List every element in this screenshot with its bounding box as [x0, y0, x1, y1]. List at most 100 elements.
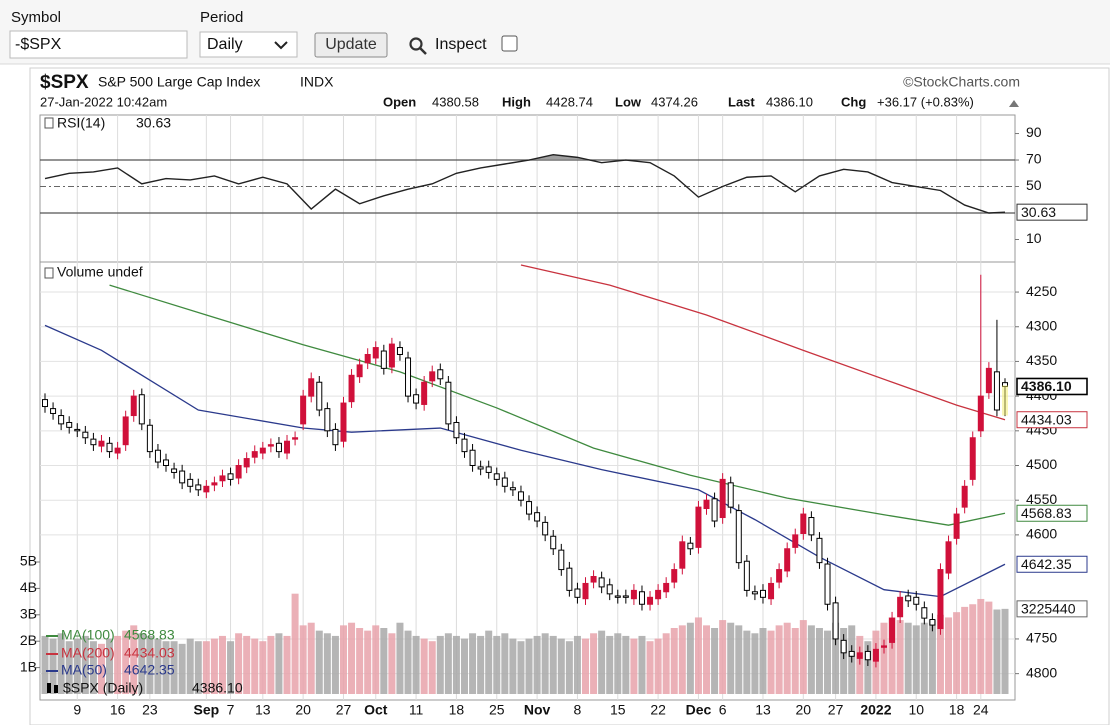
x-tick-label: 23	[142, 702, 158, 718]
candle-body	[130, 395, 137, 417]
period-label: Period	[200, 9, 243, 26]
candle-body	[219, 475, 226, 482]
inspect-label[interactable]: Inspect	[435, 36, 487, 53]
candle-body	[50, 408, 57, 414]
volume-bar	[614, 633, 622, 694]
x-tick-label: Dec	[686, 702, 712, 718]
y-tick-label: 4300	[1026, 317, 1057, 333]
volume-marker-box	[1016, 600, 1088, 618]
x-tick-label: 11	[409, 702, 424, 718]
volume-bar	[533, 635, 541, 694]
candle-body	[751, 591, 758, 595]
chart-symbol: $SPX	[40, 72, 89, 93]
volume-bar	[57, 633, 65, 694]
volume-bar	[291, 593, 299, 694]
volume-marker: 3225440	[1021, 601, 1076, 617]
volume-bar	[912, 625, 920, 694]
update-button-label[interactable]: Update	[325, 36, 377, 53]
candle-body	[542, 521, 549, 536]
volume-bar	[493, 635, 501, 694]
legend-name: MA(50)	[61, 662, 107, 678]
volume-bar	[662, 633, 670, 694]
period-select[interactable]	[199, 31, 298, 58]
volume-tick-label: 5B	[20, 553, 37, 569]
update-button[interactable]	[314, 32, 388, 58]
candle-body	[477, 466, 484, 470]
search-icon	[409, 37, 423, 51]
candle-body	[929, 619, 936, 626]
volume-bar	[178, 643, 186, 694]
candle-body	[711, 498, 718, 522]
x-tick-label: 22	[650, 702, 666, 718]
volume-icon	[44, 267, 54, 279]
candle-body	[66, 421, 73, 428]
candle-body	[356, 364, 363, 378]
volume-bar	[388, 633, 396, 694]
candle-body	[332, 428, 339, 446]
volume-bar	[146, 635, 154, 694]
volume-bar	[920, 622, 928, 694]
candle-body	[163, 459, 170, 467]
candle-body	[429, 371, 436, 382]
volume-bar	[977, 598, 985, 694]
volume-bar	[89, 641, 97, 694]
volume-bar	[97, 643, 105, 694]
volume-bar	[727, 622, 735, 694]
candle-body	[517, 491, 524, 501]
volume-bar	[501, 633, 509, 694]
y-tick-label: 4350	[1026, 352, 1057, 368]
candle-body	[961, 485, 968, 508]
candle-body	[90, 438, 97, 446]
volume-bar	[783, 622, 791, 694]
moving-average-line	[109, 284, 1006, 526]
change-arrow	[1009, 100, 1019, 107]
last-highlight	[1002, 385, 1008, 416]
candle-body	[840, 639, 847, 654]
quote-value: 4428.74	[546, 94, 593, 109]
volume-bar	[573, 635, 581, 694]
moving-average-line	[44, 324, 1006, 598]
period-value[interactable]: Daily	[207, 36, 243, 53]
candle-body	[82, 431, 89, 439]
volume-bar	[719, 620, 727, 694]
candle-body	[598, 577, 605, 588]
volume-bar	[364, 630, 372, 694]
candle-body	[534, 512, 541, 522]
volume-bar	[888, 617, 896, 694]
search-icon-handle	[419, 47, 427, 55]
volume-bar	[170, 641, 178, 694]
volume-bar	[904, 622, 912, 694]
volume-bar	[428, 641, 436, 694]
candle-body	[816, 537, 823, 564]
rsi-tick-label: 70	[1026, 151, 1042, 167]
candle-body	[889, 617, 896, 643]
candle-body	[275, 442, 282, 453]
candle-body	[179, 470, 186, 484]
volume-bar	[130, 625, 138, 694]
candle-body	[590, 576, 597, 583]
candle-body	[195, 484, 202, 491]
candle-body	[259, 447, 266, 454]
candle-body	[824, 563, 831, 605]
volume-bar	[807, 625, 815, 694]
volume-name: Volume undef	[57, 264, 143, 280]
volume-bar	[235, 633, 243, 694]
x-tick-label: 7	[227, 702, 235, 718]
candle-body	[396, 347, 403, 355]
x-tick-label: 20	[295, 702, 311, 718]
candle-body	[776, 569, 783, 583]
x-tick-label: 10	[908, 702, 924, 718]
credit: ©StockCharts.com	[903, 74, 1020, 90]
volume-tick-label: 4B	[20, 579, 37, 595]
symbol-input[interactable]	[9, 30, 188, 59]
candle-body	[405, 357, 412, 397]
quote-value: 4386.10	[766, 94, 813, 109]
volume-bar	[767, 630, 775, 694]
quote-value: 4374.26	[651, 94, 698, 109]
inspect-checkbox[interactable]	[501, 35, 518, 52]
candle-body	[953, 513, 960, 539]
candle-body	[792, 534, 799, 548]
symbol-value[interactable]: -$SPX	[15, 36, 62, 53]
candle-body	[340, 402, 347, 442]
volume-bar	[444, 633, 452, 694]
